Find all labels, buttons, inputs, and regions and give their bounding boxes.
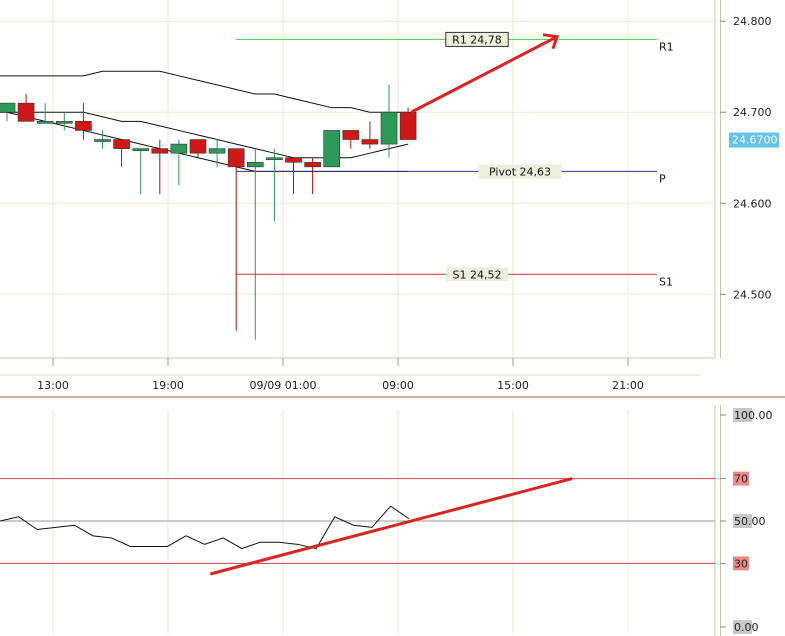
osc-y-tag-bg — [733, 471, 749, 486]
candle-body — [304, 161, 321, 168]
projection-arrow — [410, 35, 558, 114]
level-tag-p: P — [659, 172, 666, 185]
osc-y-tick-label: 100.00 — [734, 409, 773, 422]
time-x-tick-label: 19:00 — [152, 379, 184, 392]
level-label-p: Pivot 24,63 — [489, 165, 551, 178]
osc-y-tick-label: 70 — [734, 473, 748, 486]
candle-body — [208, 148, 226, 154]
osc-y-tick-label: 0.00 — [734, 621, 759, 634]
current-price-tag — [729, 132, 779, 148]
oscillator-panel: 100.00 70 50.00 30 0.00 — [0, 405, 773, 636]
candle-body — [285, 157, 302, 163]
time-x-tick-label: 21:00 — [612, 379, 644, 392]
candle-body — [380, 111, 398, 145]
level-tag-r1: R1 — [659, 40, 674, 53]
candle-body — [55, 121, 73, 124]
osc-y-tick-label: 50.00 — [734, 515, 766, 528]
candle-body — [94, 139, 111, 142]
time-axis-area — [0, 363, 785, 395]
candle-body — [247, 161, 264, 168]
candle-body — [266, 157, 283, 161]
osc-y-tag-bg — [733, 514, 752, 528]
price-y-tick-label: 24.700 — [733, 106, 772, 119]
level-label-r1: R1 24,78 — [452, 33, 502, 46]
candle-body — [170, 143, 188, 154]
time-x-tick-label: 15:00 — [497, 379, 529, 392]
price-y-tick-label: 24.500 — [733, 288, 772, 301]
candle-body — [151, 148, 169, 154]
time-x-tick-label: 09:00 — [382, 379, 414, 392]
level-label-box-s1 — [445, 267, 509, 282]
osc-y-tick-label: 30 — [734, 557, 748, 570]
price-panel: 24.800 24.700 24.600 24.500 24.6700 13:00 19:0… — [0, 0, 785, 398]
level-label-box-p — [478, 164, 562, 179]
candle-body — [189, 139, 207, 154]
level-label-box-r1 — [445, 31, 509, 47]
price-y-tick-label: 24.800 — [733, 15, 772, 28]
candle-body — [399, 111, 417, 140]
osc-series-line — [0, 505, 410, 550]
candle-body — [227, 148, 245, 168]
candle-body — [36, 121, 54, 124]
osc-y-tag-bg — [733, 620, 752, 634]
price-y-tick-label: 24.600 — [733, 197, 772, 210]
time-x-tick-label: 13:00 — [37, 379, 69, 392]
osc-y-tag-bg — [733, 556, 749, 571]
candle-body — [361, 139, 379, 145]
osc-y-tag-bg — [733, 408, 752, 422]
candle-body — [323, 130, 341, 168]
candle-body — [113, 139, 130, 149]
current-price-label: 24.6700 — [732, 134, 778, 147]
osc-trendline — [209, 477, 573, 576]
time-x-tick-label: 09/09 01:00 — [250, 379, 317, 392]
candle-body — [132, 148, 149, 151]
band-upper-line — [0, 70, 409, 113]
level-tag-s1: S1 — [659, 275, 673, 288]
candle-body — [0, 102, 16, 113]
candle-body — [75, 121, 92, 131]
price-axis-area — [720, 0, 785, 359]
candle-body — [17, 102, 35, 122]
projection-arrow-head — [542, 33, 559, 50]
price-plot-area — [0, 0, 715, 359]
level-label-s1: S1 24,52 — [453, 268, 502, 281]
candle-body — [342, 130, 360, 140]
